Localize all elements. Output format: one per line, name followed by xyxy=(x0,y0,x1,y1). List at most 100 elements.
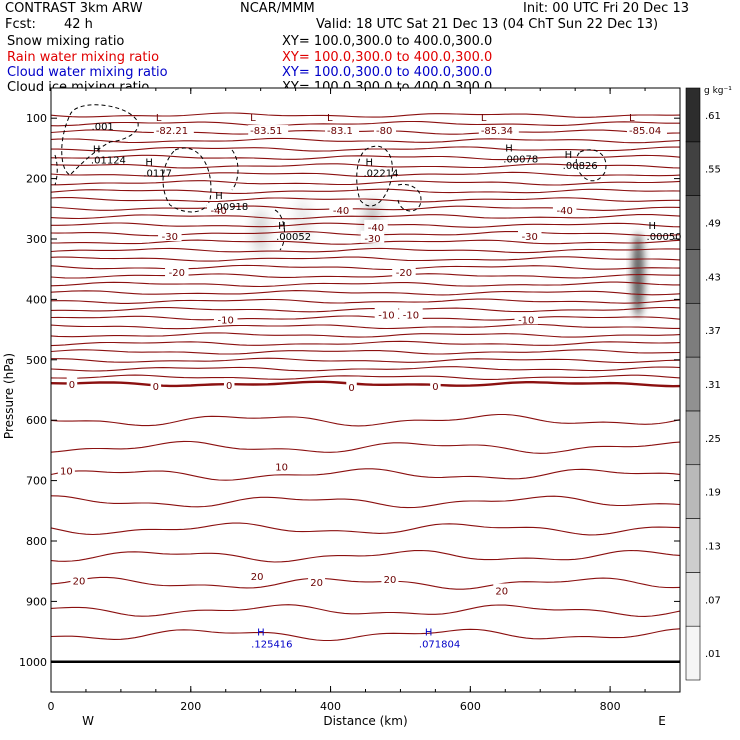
minimum-label-bg xyxy=(478,125,519,137)
colorbar-level-label: .31 xyxy=(705,380,721,391)
y-tick-label: 500 xyxy=(26,354,47,367)
minimum-value: -85.04 xyxy=(629,126,661,137)
temperature-label: -30 xyxy=(364,234,380,245)
ice-contour xyxy=(162,147,212,213)
temperature-label: -30 xyxy=(522,232,538,243)
snow-max-value: .00078 xyxy=(503,154,538,165)
temperature-label: -10 xyxy=(218,315,234,326)
snow-max-value: .01124 xyxy=(91,155,126,166)
colorbar-swatch xyxy=(685,249,701,304)
temperature-label-bg xyxy=(360,230,385,243)
temperature-label: -20 xyxy=(396,268,412,279)
temperature-label-bg xyxy=(70,573,88,586)
temperature-contour xyxy=(51,213,680,220)
temperature-label-bg xyxy=(514,312,538,325)
y-tick-label: 900 xyxy=(26,595,47,608)
minimum-label-bg xyxy=(626,125,667,137)
x-tick-label: 600 xyxy=(460,700,481,713)
temperature-contour xyxy=(51,628,680,642)
forecast-hour: 42 h xyxy=(64,17,93,32)
temperature-contour xyxy=(51,264,680,271)
temperature-contour xyxy=(51,413,680,427)
temperature-label: -20 xyxy=(169,268,185,279)
snow-max-letter: H xyxy=(145,158,153,169)
cloud-water-max-value: .071804 xyxy=(419,640,460,651)
temperature-label: -40 xyxy=(211,206,227,217)
snow-max-letter: H xyxy=(565,150,573,161)
minimum-label-bg xyxy=(373,125,396,137)
temperature-label: 0 xyxy=(432,382,438,393)
temperature-contour xyxy=(51,366,680,372)
temperature-contour xyxy=(51,188,680,194)
temperature-label-bg xyxy=(158,228,182,241)
temperature-label: 10 xyxy=(60,466,73,477)
temperature-label-bg xyxy=(213,312,238,325)
cloud-water-max-value: .125416 xyxy=(251,640,292,651)
temperature-contour xyxy=(51,154,680,161)
shaded-maximum xyxy=(632,233,645,318)
valid-time: Valid: 18 UTC Sat 21 Dec 13 (04 ChT Sun … xyxy=(316,17,659,32)
shaded-maximum xyxy=(252,209,269,254)
minimum-label-bg xyxy=(248,125,289,137)
temperature-label-bg xyxy=(223,378,235,391)
colorbar-swatch xyxy=(685,302,701,358)
temperature-label: -40 xyxy=(557,206,573,217)
temperature-contour xyxy=(51,468,680,481)
ice-contour xyxy=(575,149,607,182)
minimum-label-bg xyxy=(325,125,360,137)
temperature-contour xyxy=(51,495,680,509)
cloud-water-max-letter: H xyxy=(257,628,265,639)
colorbar-level-label: .01 xyxy=(705,649,721,660)
ice-contour xyxy=(356,145,393,207)
y-tick-label: 600 xyxy=(26,414,47,427)
temperature-label-bg xyxy=(374,307,399,320)
temperature-contour xyxy=(51,357,680,364)
temperature-contour xyxy=(51,549,680,563)
minimum-value: -80 xyxy=(376,126,392,137)
west-label: W xyxy=(82,714,94,728)
temperature-label: 0 xyxy=(226,381,232,392)
temperature-label: 20 xyxy=(495,587,508,598)
colorbar-level-label: .07 xyxy=(705,595,721,606)
temperature-label: 0 xyxy=(153,382,159,393)
temperature-contour xyxy=(51,247,680,254)
snow-max-value: .02214 xyxy=(364,169,399,180)
temperature-contour xyxy=(51,273,680,279)
temperature-contour xyxy=(51,120,680,127)
temperature-label: -10 xyxy=(403,311,419,322)
temperature-label-bg xyxy=(273,459,291,472)
temperature-label: -40 xyxy=(368,223,384,234)
temperature-contour xyxy=(51,332,680,338)
temperature-label-bg xyxy=(364,219,388,232)
colorbar-level-label: .19 xyxy=(705,488,721,499)
ice-contour xyxy=(397,183,422,212)
temperature-label-bg xyxy=(430,378,441,391)
temperature-label: 20 xyxy=(73,576,86,587)
x-tick-label: 0 xyxy=(48,700,55,713)
temperature-contour xyxy=(51,522,680,536)
snow-max-value: .00050 xyxy=(647,232,682,243)
colorbar-swatch xyxy=(685,141,701,196)
east-label: E xyxy=(658,714,666,728)
forecast-label: Fcst: xyxy=(5,17,36,32)
x-tick-label: 200 xyxy=(180,700,201,713)
snow-max-value: .00052 xyxy=(276,232,311,243)
ice-contour xyxy=(274,209,286,251)
temperature-label-bg xyxy=(165,265,189,278)
temperature-contour xyxy=(51,604,680,617)
temperature-contour xyxy=(51,281,680,288)
temperature-contour xyxy=(51,180,680,186)
x-axis-title: Distance (km) xyxy=(323,714,407,728)
temperature-contour xyxy=(51,306,680,313)
colorbar-level-label: .37 xyxy=(705,326,721,337)
colorbar-level-label: .55 xyxy=(705,165,721,176)
temperature-label-bg xyxy=(346,379,357,392)
x-tick-label: 400 xyxy=(320,700,341,713)
colorbar-level-label: .25 xyxy=(705,434,721,445)
temperature-contour xyxy=(51,239,680,245)
temperature-label-bg xyxy=(493,583,511,596)
temperature-contour xyxy=(51,298,680,304)
colorbar-level-label: .13 xyxy=(705,541,721,552)
temperature-contour xyxy=(51,163,680,169)
temperature-label-bg xyxy=(57,463,75,476)
